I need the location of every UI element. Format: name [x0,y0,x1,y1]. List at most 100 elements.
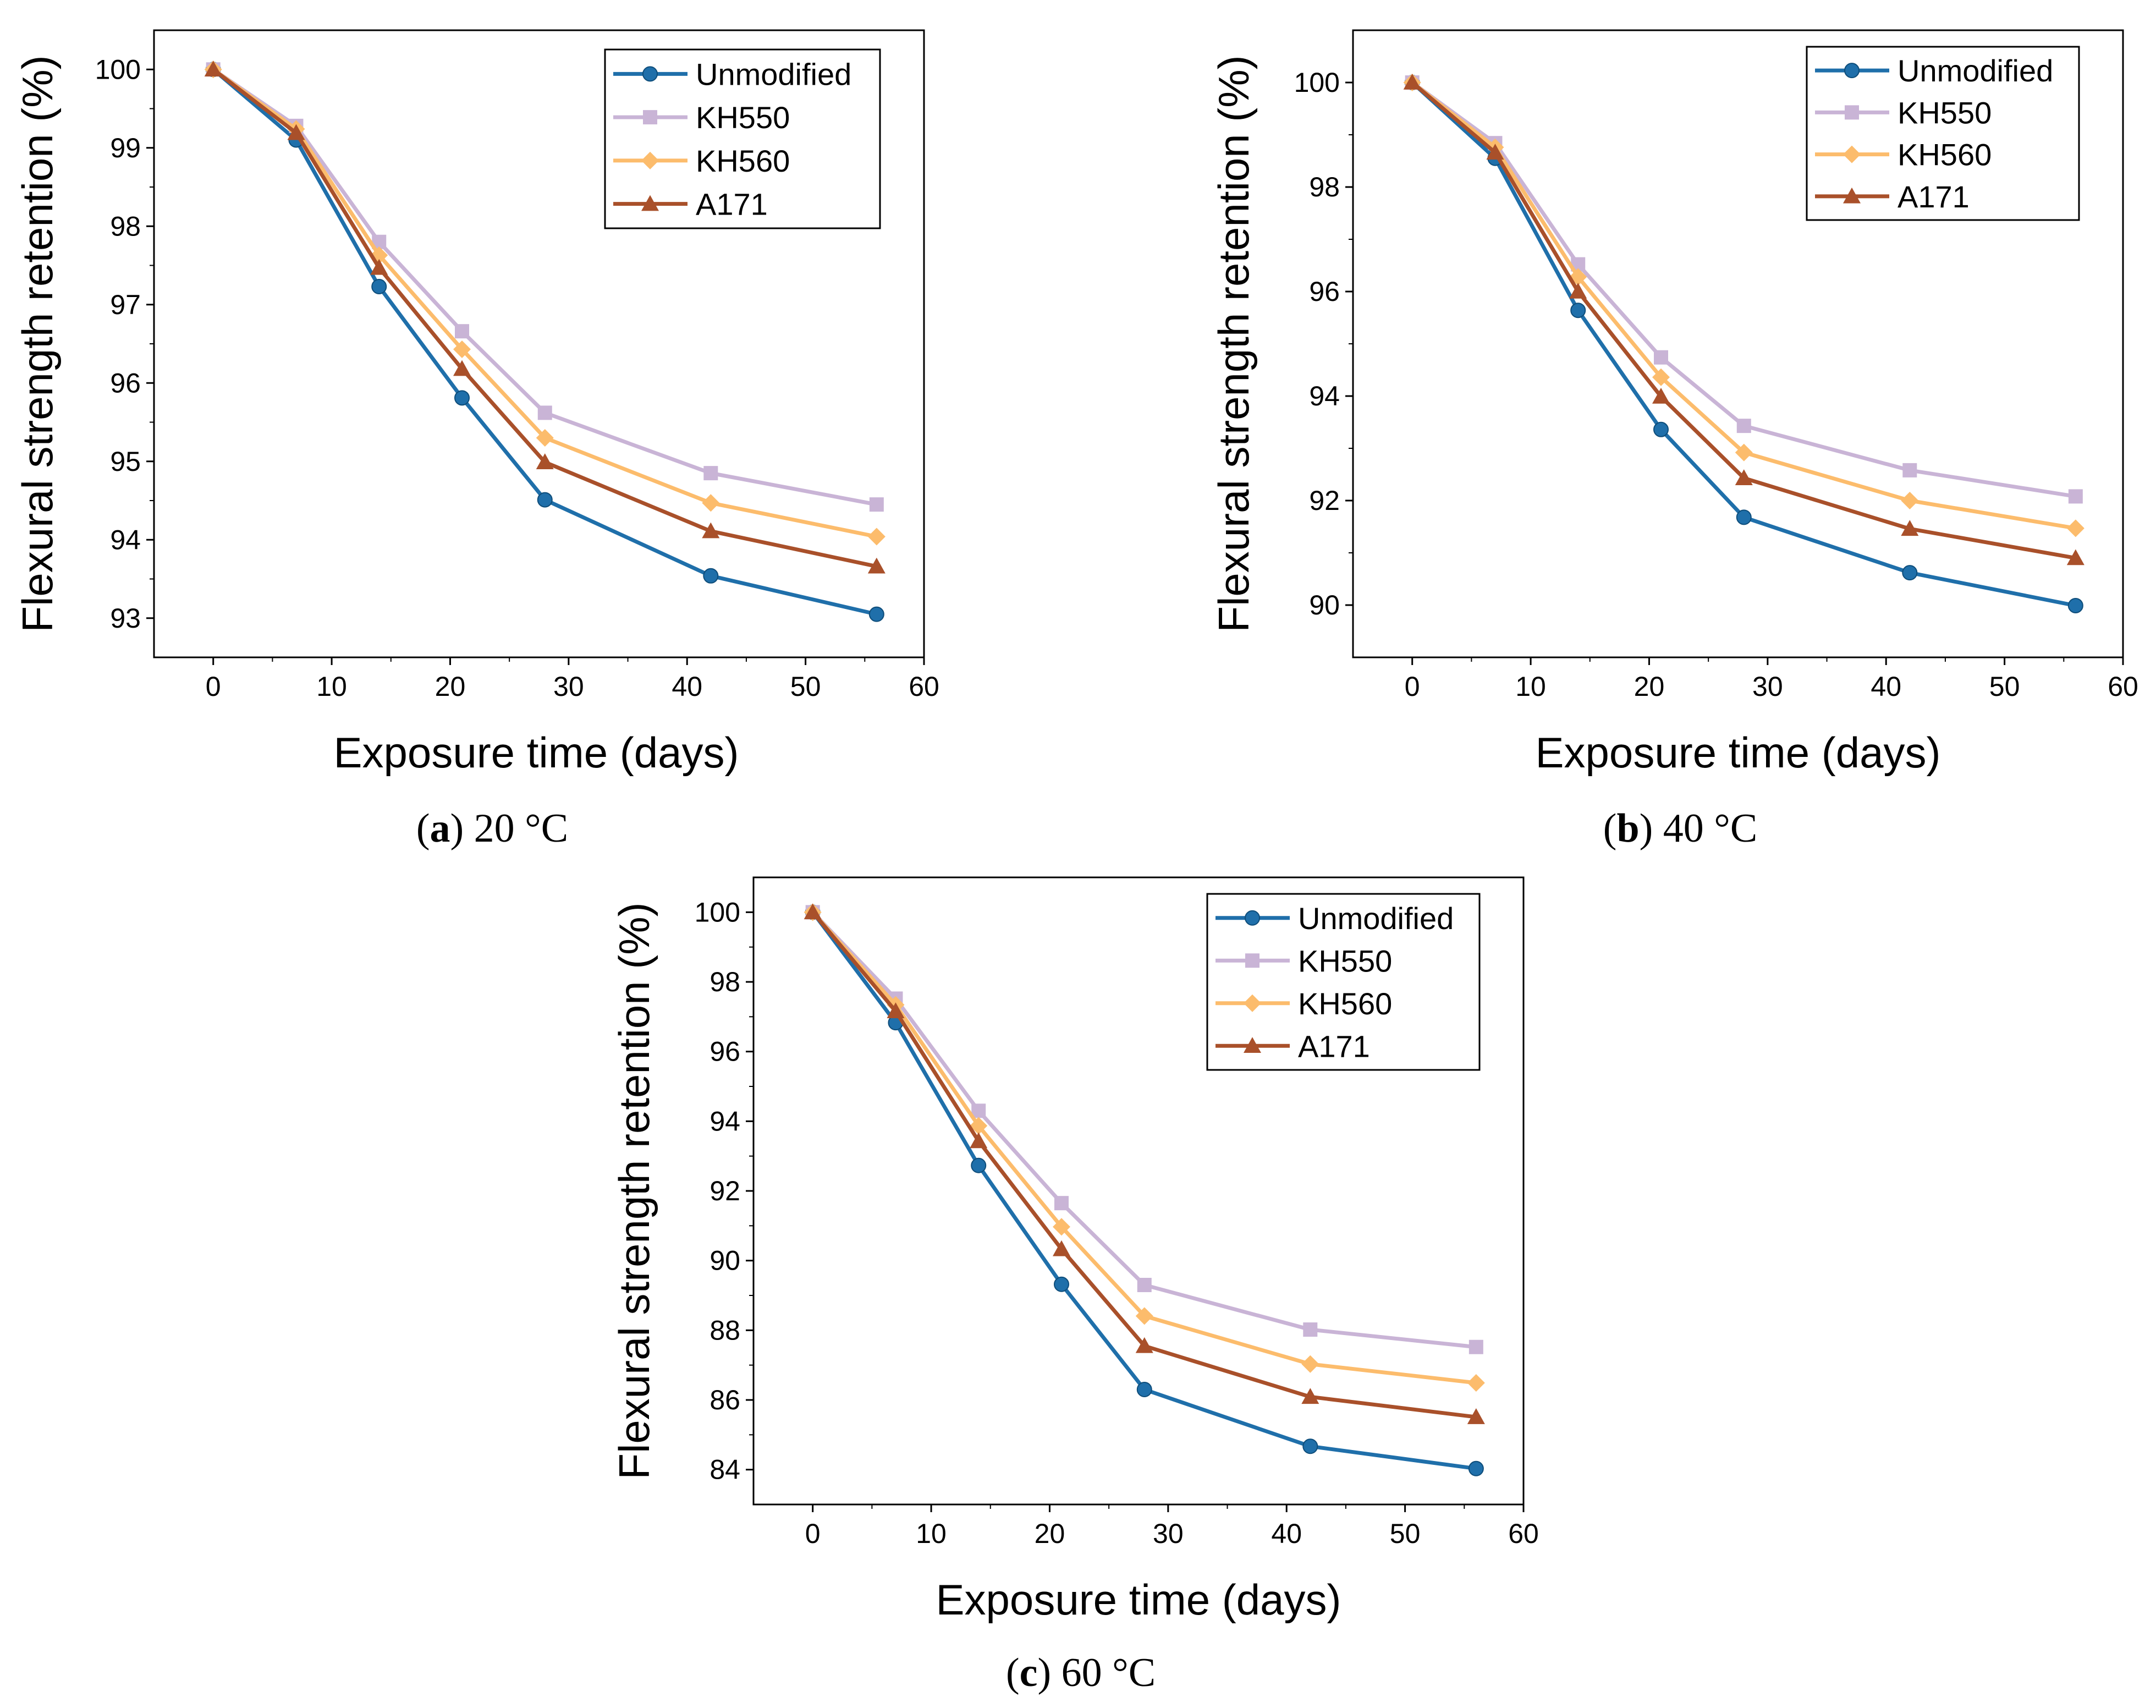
x-tick-label: 50 [1989,671,2020,702]
data-point-kh560 [970,1117,988,1135]
y-tick-label: 94 [710,1106,740,1136]
y-tick-label: 92 [710,1176,740,1206]
legend-label: KH550 [1298,943,1392,978]
y-tick-label: 94 [110,524,141,555]
x-axis-title: Exposure time (days) [936,1575,1341,1624]
x-tick-label: 20 [435,671,466,702]
y-tick-label: 90 [1309,590,1340,620]
y-tick-label: 96 [1309,276,1340,307]
x-tick-label: 40 [1871,671,1901,702]
data-point-a171 [536,453,554,469]
legend-marker [641,195,659,211]
data-point-unmodified [2067,597,2083,613]
panel-caption: (c) 60 °C [1006,1650,1156,1695]
data-point-a171 [1652,387,1670,404]
legend-marker [1843,187,1861,204]
panel-caption: (a) 20 °C [416,806,568,851]
data-point-unmodified [1653,421,1669,437]
y-axis-title: Flexural strength retention (%) [13,55,62,632]
data-point-unmodified [454,390,470,406]
chart-panel-b: 0 10 20 30 40 50 60 90 92 94 96 98 100 Exposure time … [1209,29,2138,851]
data-point-kh560 [536,429,554,447]
x-tick-label: 30 [553,671,584,702]
data-point-a171 [867,557,886,574]
x-tick-label: 50 [1390,1518,1421,1549]
y-tick-label: 96 [710,1036,740,1067]
caption-text: 20 °C [464,806,568,851]
legend-marker [1245,953,1260,968]
data-point-a171 [970,1132,988,1149]
data-point-kh550 [1902,463,1917,477]
legend-label: Unmodified [1298,901,1454,936]
data-point-kh560 [1135,1307,1153,1325]
x-tick-label: 40 [672,671,702,702]
legend-label: KH560 [1298,986,1392,1021]
data-point-unmodified [971,1157,987,1173]
y-tick-label: 97 [110,289,141,320]
data-point-kh550 [2068,489,2083,504]
data-point-kh550 [1469,1339,1483,1354]
data-point-kh560 [702,494,720,512]
y-tick-label: 84 [710,1454,740,1485]
legend-marker [1244,1037,1261,1053]
data-point-kh550 [1654,350,1668,365]
legend-label: Unmodified [696,57,851,91]
data-point-a171 [1301,1388,1319,1404]
data-point-unmodified [1136,1382,1152,1397]
legend-label: A171 [1898,179,1970,214]
data-point-a171 [887,1002,905,1018]
legend-label: Unmodified [1898,53,2053,88]
y-tick-label: 95 [110,446,141,477]
y-tick-label: 100 [1294,67,1340,98]
x-tick-label: 0 [805,1518,821,1549]
caption-paren-open: ( [1006,1650,1020,1695]
caption-paren-close: ) [1037,1650,1051,1695]
x-tick-label: 40 [1271,1518,1302,1549]
data-point-kh560 [867,528,886,546]
y-axis-title: Flexural strength retention (%) [610,902,658,1479]
x-tick-label: 60 [1508,1518,1539,1549]
legend-marker [1845,105,1859,120]
y-tick-label: 100 [95,54,141,85]
legend-marker [641,151,659,169]
data-point-kh550 [1137,1278,1152,1292]
x-tick-label: 60 [909,671,939,702]
legend-marker [1843,145,1861,163]
data-point-a171 [2066,549,2084,565]
data-point-unmodified [703,568,719,584]
caption-text: 60 °C [1051,1650,1156,1695]
legend-label: KH560 [1898,138,1992,172]
x-tick-label: 30 [1752,671,1783,702]
x-tick-label: 20 [1634,671,1665,702]
data-point-kh560 [453,340,471,358]
data-point-a171 [287,124,305,140]
data-point-kh560 [1735,443,1753,462]
data-point-unmodified [1736,509,1752,525]
panel-caption: (b) 40 °C [1603,806,1757,851]
data-point-kh560 [1652,368,1670,386]
x-tick-label: 30 [1153,1518,1184,1549]
legend: Unmodified KH550 KH560 A171 [1806,46,2080,221]
y-tick-label: 98 [110,211,141,241]
legend-label: A171 [1298,1029,1370,1063]
caption-paren-close: ) [450,806,464,851]
data-point-unmodified [371,278,387,294]
data-point-kh560 [1467,1374,1485,1392]
data-point-unmodified [1468,1460,1484,1476]
caption-paren-open: ( [1603,806,1617,851]
chart-panel-a: 0 10 20 30 40 50 60 93 94 95 96 97 98 99 100 Exposure t… [13,29,939,851]
x-tick-label: 50 [790,671,821,702]
caption-letter: a [430,806,450,851]
x-tick-label: 10 [916,1518,947,1549]
data-point-a171 [804,903,822,920]
y-axis-title: Flexural strength retention (%) [1209,55,1258,632]
data-point-kh550 [1054,1196,1069,1211]
legend-label: KH550 [1898,95,1992,130]
data-point-a171 [1053,1240,1070,1256]
legend-marker [1244,994,1261,1012]
y-tick-label: 92 [1309,485,1340,516]
legend-marker [643,110,657,125]
y-tick-label: 98 [710,966,740,997]
data-point-kh550 [1736,419,1751,433]
